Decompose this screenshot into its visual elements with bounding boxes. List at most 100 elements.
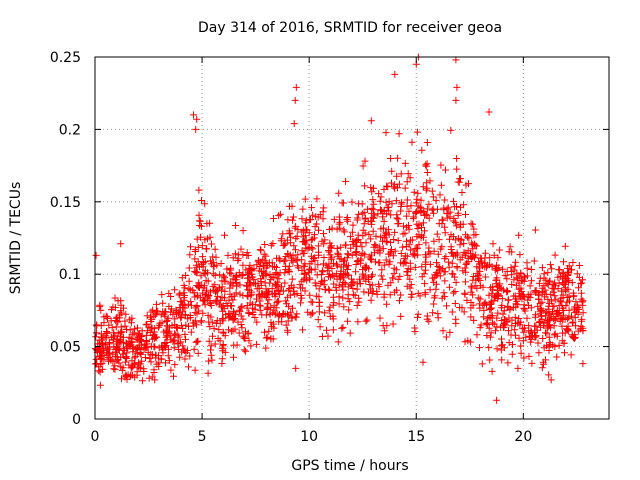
- data-point-plus-icon: [503, 275, 511, 283]
- data-point-plus-icon: [217, 260, 225, 267]
- data-point-plus-icon: [245, 269, 253, 277]
- data-point-plus-icon: [122, 353, 130, 360]
- data-point-plus-icon: [493, 265, 501, 272]
- data-point-plus-icon: [352, 268, 360, 276]
- data-point-plus-icon: [92, 333, 100, 341]
- data-point-plus-icon: [485, 291, 493, 299]
- data-point-plus-icon: [344, 217, 352, 225]
- data-point-plus-icon: [109, 336, 117, 344]
- data-point-plus-icon: [205, 357, 213, 365]
- data-point-plus-icon: [412, 209, 420, 217]
- data-point-plus-icon: [544, 317, 552, 325]
- data-point-plus-icon: [510, 292, 518, 300]
- data-point-plus-icon: [550, 302, 558, 310]
- data-point-plus-icon: [167, 366, 175, 374]
- data-point-plus-icon: [340, 270, 348, 278]
- data-point-plus-icon: [143, 343, 151, 351]
- data-point-plus-icon: [397, 170, 405, 178]
- data-point-plus-icon: [462, 211, 469, 218]
- data-point-plus-icon: [512, 320, 519, 327]
- data-point-plus-icon: [387, 211, 395, 219]
- data-point-plus-icon: [319, 208, 327, 216]
- data-point-plus-icon: [426, 286, 434, 294]
- data-point-plus-icon: [421, 290, 429, 298]
- data-point-plus-icon: [564, 294, 572, 301]
- data-point-plus-icon: [508, 281, 516, 288]
- data-point-plus-icon: [531, 322, 539, 330]
- data-point-plus-icon: [542, 329, 549, 337]
- data-point-plus-icon: [556, 266, 564, 274]
- data-point-plus-icon: [279, 310, 287, 318]
- data-point-plus-icon: [418, 273, 426, 281]
- data-point-plus-icon: [114, 297, 122, 305]
- data-point-plus-icon: [508, 271, 516, 279]
- data-point-plus-icon: [540, 293, 548, 301]
- data-point-plus-icon: [117, 240, 125, 248]
- data-point-plus-icon: [278, 235, 286, 243]
- data-point-plus-icon: [542, 308, 550, 316]
- data-point-plus-icon: [186, 352, 194, 360]
- data-point-plus-icon: [508, 350, 516, 358]
- data-point-plus-icon: [346, 298, 354, 306]
- data-point-plus-icon: [378, 266, 386, 274]
- data-point-plus-icon: [468, 241, 476, 249]
- data-point-plus-icon: [285, 267, 293, 275]
- data-point-plus-icon: [165, 289, 173, 297]
- data-point-plus-icon: [305, 243, 313, 251]
- data-point-plus-icon: [525, 352, 533, 360]
- data-point-plus-icon: [389, 252, 397, 260]
- data-point-plus-icon: [97, 355, 105, 363]
- data-point-plus-icon: [347, 244, 355, 252]
- data-point-plus-icon: [337, 263, 345, 271]
- data-point-plus-icon: [329, 326, 337, 334]
- data-point-plus-icon: [440, 289, 448, 297]
- data-point-plus-icon: [112, 323, 120, 331]
- data-point-plus-icon: [367, 117, 375, 125]
- data-point-plus-icon: [441, 255, 449, 263]
- data-point-plus-icon: [388, 246, 395, 253]
- data-point-plus-icon: [284, 293, 292, 301]
- data-point-plus-icon: [425, 200, 433, 208]
- data-point-plus-icon: [504, 287, 512, 295]
- data-point-plus-icon: [428, 187, 436, 195]
- data-point-plus-icon: [199, 309, 207, 317]
- data-point-plus-icon: [499, 310, 507, 318]
- data-point-plus-icon: [122, 339, 130, 347]
- data-point-plus-icon: [389, 274, 397, 282]
- data-point-plus-icon: [435, 236, 443, 244]
- data-point-plus-icon: [451, 218, 459, 226]
- data-point-plus-icon: [571, 314, 579, 322]
- data-point-plus-icon: [368, 289, 376, 297]
- data-point-plus-icon: [112, 317, 120, 324]
- data-point-plus-icon: [191, 366, 199, 374]
- data-point-plus-icon: [423, 160, 431, 168]
- data-point-plus-icon: [118, 328, 126, 336]
- data-point-plus-icon: [286, 230, 294, 238]
- data-point-plus-icon: [321, 309, 329, 317]
- data-point-plus-icon: [456, 175, 464, 183]
- data-point-plus-icon: [272, 269, 280, 277]
- data-point-plus-icon: [176, 304, 184, 312]
- data-point-plus-icon: [418, 263, 426, 271]
- data-point-plus-icon: [130, 329, 138, 337]
- data-point-plus-icon: [539, 288, 547, 296]
- data-point-plus-icon: [281, 269, 289, 277]
- data-point-plus-icon: [443, 302, 450, 310]
- data-point-plus-icon: [476, 267, 484, 275]
- data-point-plus-icon: [421, 280, 429, 288]
- data-point-plus-icon: [209, 283, 217, 291]
- data-point-plus-icon: [520, 305, 528, 313]
- data-point-plus-icon: [229, 296, 237, 304]
- data-point-plus-icon: [551, 343, 559, 351]
- data-point-plus-icon: [113, 313, 121, 321]
- data-point-plus-icon: [405, 241, 413, 249]
- data-point-plus-icon: [93, 329, 100, 337]
- data-point-plus-icon: [177, 322, 185, 330]
- data-point-plus-icon: [127, 337, 135, 345]
- data-point-plus-icon: [238, 302, 246, 310]
- data-point-plus-icon: [92, 251, 100, 259]
- data-point-plus-icon: [490, 251, 498, 259]
- data-point-plus-icon: [117, 309, 125, 317]
- data-point-plus-icon: [200, 269, 208, 277]
- data-point-plus-icon: [368, 188, 376, 196]
